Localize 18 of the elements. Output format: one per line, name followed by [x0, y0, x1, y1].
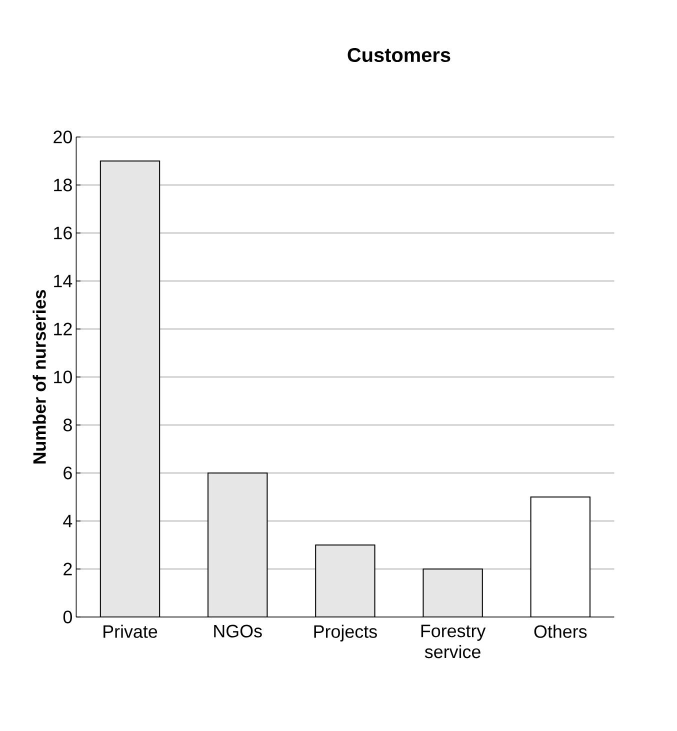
y-tick-label: 2: [64, 562, 72, 576]
y-tick-label: 10: [54, 370, 72, 384]
y-tick-label: 16: [54, 226, 72, 240]
y-axis-title: Number of nurseries: [32, 290, 46, 464]
y-tick-label: 12: [54, 322, 72, 336]
x-tick-label: NGOs: [214, 624, 262, 638]
y-tick-label: 18: [54, 178, 72, 192]
y-tick-label: 4: [63, 514, 72, 528]
y-tick-label: 20: [54, 130, 72, 144]
x-tick-label: Projects: [314, 624, 377, 642]
y-tick-label: 14: [54, 274, 72, 288]
x-tick-label: Others: [534, 624, 587, 638]
x-tick-label: Private: [104, 624, 158, 638]
y-tick-label: 8: [63, 418, 72, 432]
y-tick-label: 0: [63, 610, 72, 624]
chart-title: Customers: [348, 48, 450, 62]
y-tick-label: 6: [64, 466, 72, 480]
x-tick-label: Forestry service: [421, 624, 486, 658]
